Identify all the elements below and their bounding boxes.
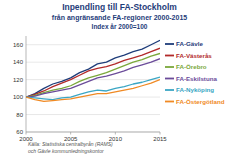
y-tick-label: 80	[16, 112, 23, 118]
y-tick-label: 120	[13, 77, 24, 83]
legend-swatch	[165, 55, 174, 57]
legend-label: FA-Gävle	[176, 40, 203, 47]
series-line	[26, 77, 160, 100]
x-axis	[26, 132, 160, 133]
legend-label: FA-Västerås	[176, 52, 212, 59]
series-line	[26, 40, 160, 97]
source: och Gävle kommunledningskontor	[28, 148, 104, 154]
source: Källa: Statistiska centralbyrån (RAMS)	[28, 141, 113, 147]
y-tick-label: 60	[16, 129, 23, 135]
y-label: Index år 2000=100	[92, 23, 148, 30]
y-axis	[26, 36, 27, 132]
y-tick-label: 100	[13, 94, 24, 100]
legend-swatch	[165, 89, 174, 91]
grid-line	[26, 97, 160, 98]
grid-line	[26, 44, 160, 45]
x-tick	[26, 132, 27, 135]
legend-label: FA-Östergötland	[176, 98, 225, 105]
y-tick-label: 160	[13, 42, 24, 48]
x-tick	[70, 132, 71, 135]
series-line	[26, 48, 160, 97]
x-tick-label: 2015	[153, 136, 167, 142]
chart: Inpendling till FA-Stockholm från angräns…	[0, 0, 239, 155]
grid-line	[26, 132, 160, 133]
legend-swatch	[165, 43, 174, 45]
legend-label: FA-Eskilstuna	[176, 75, 217, 82]
plot-area	[26, 40, 160, 101]
grid-line	[26, 62, 160, 63]
series-line	[26, 80, 160, 102]
y-tick-label: 140	[13, 59, 24, 65]
subtitle: från angränsande FA-regioner 2000-2015	[52, 14, 187, 22]
legend-label: FA-Nyköping	[176, 86, 214, 93]
legend-label: FA-Örebro	[176, 63, 207, 70]
legend-swatch	[165, 101, 174, 103]
grid-line	[26, 114, 160, 115]
x-tick	[115, 132, 116, 135]
x-tick	[160, 132, 161, 135]
legend-swatch	[165, 66, 174, 68]
legend-swatch	[165, 78, 174, 80]
title: Inpendling till FA-Stockholm	[62, 2, 177, 12]
